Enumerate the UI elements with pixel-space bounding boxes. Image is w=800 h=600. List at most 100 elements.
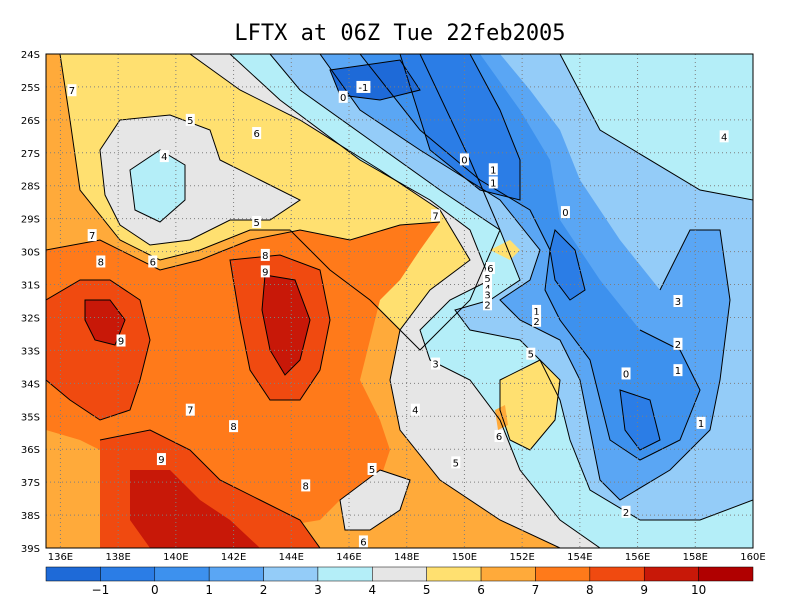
contour-label: 4: [719, 130, 729, 143]
map-frame: [45, 53, 754, 549]
contour-label: 3: [431, 357, 441, 371]
contour-label: 4: [410, 403, 420, 417]
contour-label-bg: [485, 262, 495, 275]
y-tick-label: 34S: [21, 379, 40, 390]
x-tick-label: 138E: [105, 552, 130, 563]
colorbar-swatch: [535, 566, 591, 582]
colorbar-label: 3: [314, 583, 322, 597]
contour-label-bg: [116, 334, 126, 347]
y-tick-label: 30S: [21, 248, 40, 259]
contour-label-bg: [358, 535, 368, 548]
contour-label: 3: [483, 288, 493, 301]
colorbar-swatch: [589, 566, 645, 582]
colorbar-swatch: [426, 566, 482, 582]
contour-label-text: 5: [453, 458, 459, 469]
contour-label-bg: [252, 127, 262, 140]
x-tick-label: 160E: [740, 552, 765, 563]
contour-label: 2: [621, 505, 631, 519]
contour-label-bg: [451, 456, 461, 469]
contour-label-text: 6: [360, 537, 366, 548]
contour-label: 6: [494, 430, 504, 443]
contour-label-bg: [673, 337, 683, 350]
contour-label: 6: [148, 255, 158, 268]
contour-label-text: 2: [484, 300, 490, 311]
x-tick-label: 144E: [279, 552, 304, 563]
contour-label-text: 9: [118, 337, 124, 348]
contour-label: 6: [252, 127, 262, 140]
contour-label-bg: [159, 150, 169, 163]
x-tick-label: 142E: [221, 552, 246, 563]
colorbar-swatch: [45, 566, 101, 582]
y-tick-label: 29S: [21, 215, 40, 226]
contour-label-text: 0: [461, 155, 467, 166]
y-tick-label: 35S: [21, 412, 40, 423]
contour-label: 2: [483, 298, 493, 311]
contour-label-text: 3: [432, 360, 438, 371]
x-tick-label: 148E: [394, 552, 419, 563]
x-tick-label: 150E: [452, 552, 477, 563]
contour-label-bg: [185, 403, 195, 416]
colorbar-label: −1: [92, 583, 110, 597]
contour-label-bg: [96, 255, 106, 268]
y-tick-label: 31S: [21, 281, 40, 292]
contour-label-text: 0: [340, 93, 346, 104]
contour-label: 4: [159, 150, 169, 163]
contour-label-bg: [621, 367, 631, 380]
contour-label-text: 6: [496, 432, 502, 443]
contour-label-text: 3: [675, 297, 681, 308]
contour-label-text: 4: [161, 152, 167, 163]
contour-label: 5: [185, 113, 195, 127]
contour-label-text: -1: [358, 83, 368, 94]
contour-label: 8: [301, 479, 311, 492]
contour-label-bg: [532, 314, 542, 327]
contour-label-text: 1: [698, 419, 704, 430]
contour-label-bg: [301, 479, 311, 492]
y-tick-label: 25S: [21, 83, 40, 94]
contour-label: 5: [526, 347, 536, 361]
contour-label-bg: [560, 206, 570, 219]
colorbar-label: 9: [640, 583, 648, 597]
contour-label: 5: [451, 456, 461, 469]
contour-label-bg: [87, 229, 97, 242]
contour-label: 0: [459, 153, 469, 166]
contour-label-text: 8: [262, 251, 268, 262]
colorbar-swatch: [100, 566, 156, 582]
colorbar-label: 6: [477, 583, 485, 597]
contour-label: 2: [673, 337, 683, 351]
colorbar-label: 1: [205, 583, 213, 597]
colorbar-swatch: [643, 566, 699, 582]
contour-label-bg: [156, 453, 166, 466]
contour-label: 3: [673, 295, 683, 308]
contour-label-text: 7: [187, 406, 193, 417]
contour-label-text: 5: [528, 350, 534, 361]
contour-label-bg: [696, 416, 706, 429]
colorbar-label: 10: [691, 583, 706, 597]
contour-label-text: 0: [623, 369, 629, 380]
contour-label-text: 5: [187, 116, 193, 127]
contour-label-bg: [488, 163, 498, 176]
contour-label-text: 6: [487, 264, 493, 275]
contour-label: 1: [532, 304, 542, 318]
x-tick-label: 136E: [48, 552, 73, 563]
colorbar-label: 4: [368, 583, 376, 597]
contour-label-text: 4: [412, 406, 418, 417]
contour-label-text: 7: [432, 211, 438, 222]
contour-label: 2: [532, 314, 542, 328]
y-tick-label: 28S: [21, 182, 40, 193]
contour-label-bg: [260, 248, 270, 261]
contour-label-bg: [367, 462, 377, 475]
contour-label: 1: [696, 416, 706, 430]
contour-label-text: 9: [262, 267, 268, 278]
y-tick-label: 26S: [21, 116, 40, 127]
contour-label: 7: [431, 209, 441, 222]
contour-label-bg: [431, 209, 441, 222]
contour-label-text: 3: [484, 290, 490, 301]
contour-label: 9: [260, 265, 270, 278]
map-title: LFTX at 06Z Tue 22feb2005: [234, 21, 565, 46]
contour-label-text: 5: [253, 218, 259, 229]
contour-label-text: 9: [158, 455, 164, 466]
contour-label-bg: [67, 84, 77, 97]
contour-label-bg: [483, 271, 493, 284]
contour-label-text: 2: [675, 340, 681, 351]
